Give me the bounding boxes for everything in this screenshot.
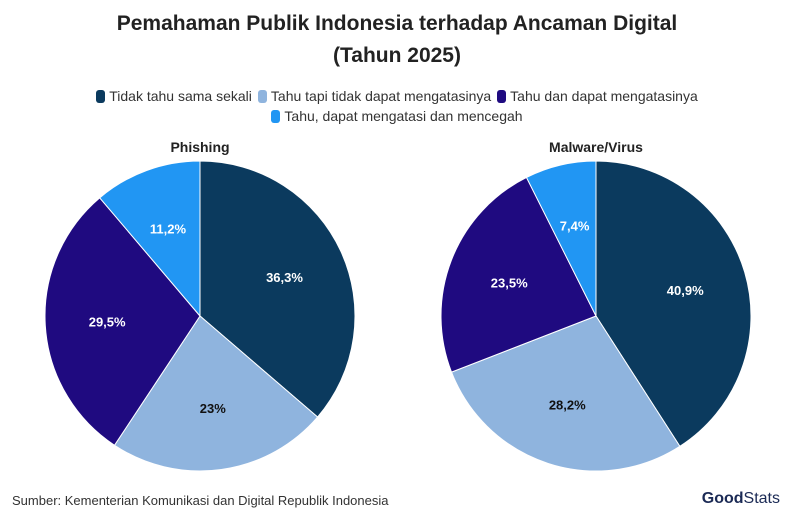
legend-label: Tahu tapi tidak dapat mengatasinya: [270, 88, 492, 104]
legend-label: Tahu, dapat mengatasi dan mencegah: [284, 108, 523, 124]
source-note: Sumber: Kementerian Komunikasi dan Digit…: [12, 493, 389, 508]
legend-item: Tahu dan dapat mengatasinya: [497, 86, 698, 106]
pie-title: Malware/Virus: [549, 139, 643, 155]
slice-label: 23%: [200, 401, 226, 416]
legend-label: Tahu dan dapat mengatasinya: [510, 88, 698, 104]
legend-swatch: [96, 90, 106, 103]
slice-label: 36,3%: [266, 270, 303, 285]
pie-slice: [525, 160, 597, 317]
chart-title-line1: Pemahaman Publik Indonesia terhadap Anca…: [116, 12, 678, 35]
slice-label: 29,5%: [89, 315, 126, 330]
legend: Tidak tahu sama sekali Tahu tapi tidak da…: [40, 86, 754, 126]
pie-slice: [595, 160, 752, 448]
legend-item: Tidak tahu sama sekali: [96, 86, 252, 106]
slice-label: 28,2%: [549, 397, 586, 412]
slice-label: 40,9%: [667, 283, 704, 298]
pie-slice: [113, 315, 319, 472]
slice-label: 23,5%: [491, 276, 528, 291]
pie-title: Phishing: [170, 139, 229, 155]
legend-item: Tahu, dapat mengatasi dan mencegah: [271, 106, 523, 126]
pie-slice: [450, 315, 681, 472]
goodstats-logo: GoodStats: [701, 490, 780, 507]
pie-slice: [440, 176, 597, 373]
legend-label: Tidak tahu sama sekali: [109, 88, 252, 104]
slice-label: 7,4%: [560, 219, 590, 234]
legend-item: Tahu tapi tidak dapat mengatasinya: [257, 86, 492, 106]
legend-swatch: [271, 110, 281, 123]
legend-swatch: [497, 90, 507, 103]
legend-swatch: [257, 90, 267, 103]
pie-slice: [44, 197, 201, 446]
pie-slice: [199, 160, 356, 418]
chart-title-line2: (Tahun 2025): [333, 44, 461, 67]
slice-label: 11,2%: [150, 222, 187, 237]
pie-slice: [99, 160, 201, 318]
